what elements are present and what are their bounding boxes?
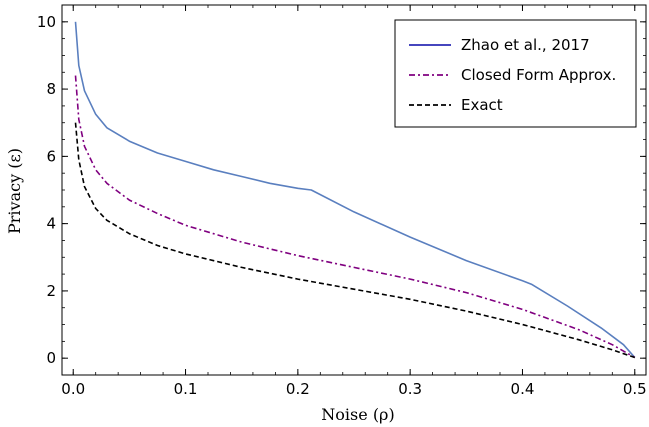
series-line-0 (74, 21, 636, 359)
axis-ticks: 0.0 0.1 0.2 0.3 0.4 0.5 0 2 4 6 8 10 (37, 5, 647, 398)
series-lines (74, 21, 636, 359)
x-tick-label: 0.2 (286, 380, 310, 398)
series-line-1 (74, 75, 636, 359)
x-tick-label: 0.3 (398, 380, 422, 398)
y-tick-label: 8 (46, 80, 56, 98)
x-axis-title: Noise (ρ) (321, 405, 394, 424)
x-tick-label: 0.1 (174, 380, 198, 398)
y-tick-label: 10 (37, 13, 56, 31)
x-tick-label: 0.4 (511, 380, 535, 398)
legend: Zhao et al., 2017 Closed Form Approx. Exac… (394, 19, 637, 128)
y-tick-label: 4 (46, 215, 56, 233)
x-tick-label: 0.0 (61, 380, 85, 398)
legend-label-0: Zhao et al., 2017 (461, 36, 590, 54)
y-tick-label: 0 (46, 349, 56, 367)
y-tick-label: 2 (46, 282, 56, 300)
legend-label-1: Closed Form Approx. (461, 66, 616, 84)
y-axis-title: Privacy (ε) (5, 148, 24, 234)
series-line-2 (74, 122, 636, 359)
y-tick-label: 6 (46, 147, 56, 165)
x-tick-label: 0.5 (623, 380, 647, 398)
legend-label-2: Exact (461, 96, 503, 114)
legend-box (394, 19, 637, 128)
